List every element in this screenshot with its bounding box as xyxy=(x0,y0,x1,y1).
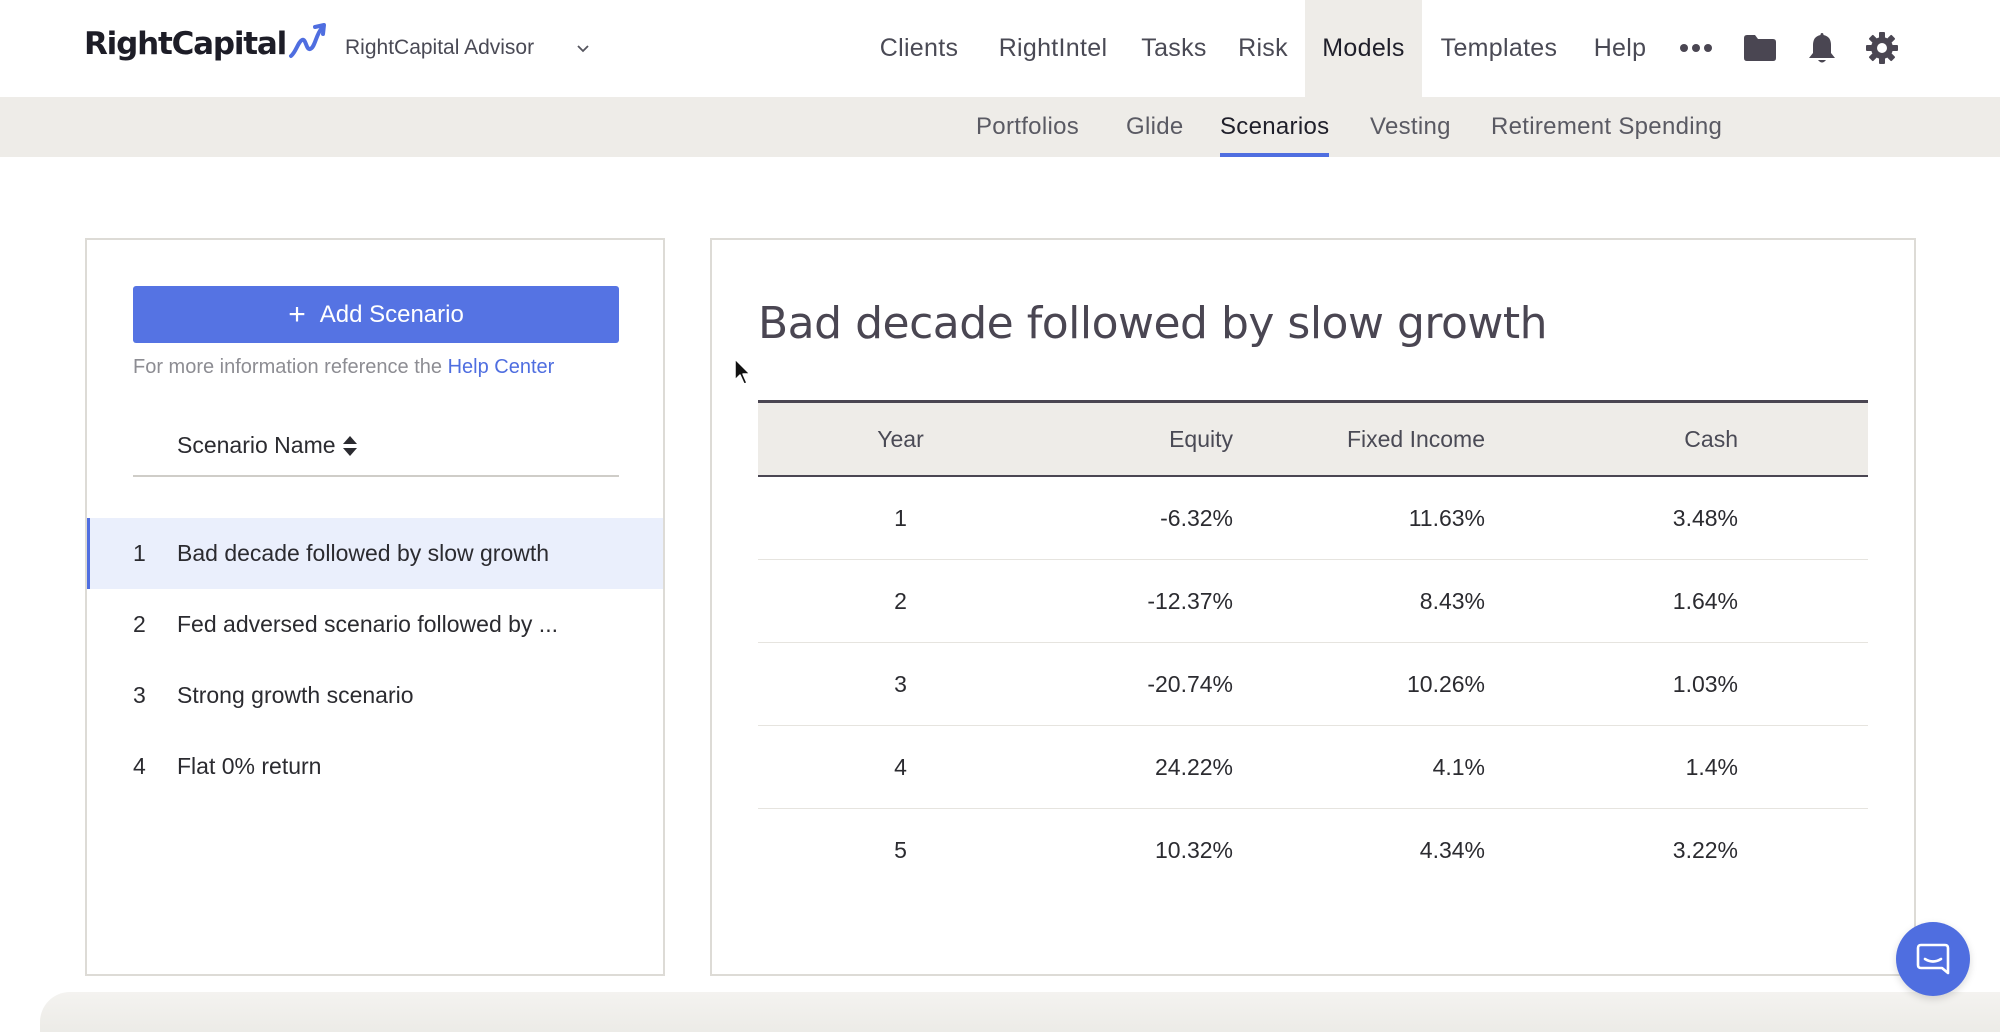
nav-rightintel[interactable]: RightIntel xyxy=(982,0,1124,97)
chat-launcher-button[interactable] xyxy=(1896,922,1970,996)
cell-fixed-income: 4.1% xyxy=(1432,754,1485,780)
column-header-label: Scenario Name xyxy=(177,432,336,458)
cell-equity: -6.32% xyxy=(1160,505,1233,531)
cell-cash: 3.48% xyxy=(1672,505,1738,531)
folder-icon[interactable] xyxy=(1742,30,1778,66)
subnav-label: Scenarios xyxy=(1220,113,1330,140)
scenario-number: 1 xyxy=(133,540,146,566)
cell-fixed-income: 8.43% xyxy=(1419,588,1485,614)
nav-tasks[interactable]: Tasks xyxy=(1132,0,1216,97)
scenario-name: Bad decade followed by slow growth xyxy=(177,540,550,566)
nav-label: Help xyxy=(1593,34,1647,62)
chevron-down-icon xyxy=(577,45,589,53)
subnav-portfolios[interactable]: Portfolios xyxy=(976,97,1079,157)
logo-text: RightCapital xyxy=(84,26,287,62)
nav-label: Templates xyxy=(1440,34,1558,62)
cell-fixed-income: 11.63% xyxy=(1408,505,1485,531)
account-switcher[interactable]: RightCapital Advisor xyxy=(345,36,589,60)
help-text-label: For more information reference the xyxy=(133,356,443,378)
scenario-name: Fed adversed scenario followed by ... xyxy=(177,611,558,637)
subnav-vesting[interactable]: Vesting xyxy=(1370,97,1451,157)
cell-equity: 10.32% xyxy=(1154,837,1233,863)
add-scenario-button[interactable]: + Add Scenario xyxy=(133,286,619,343)
gear-icon[interactable] xyxy=(1864,30,1900,66)
scenario-name-sort[interactable]: Scenario Name xyxy=(177,432,358,459)
subnav-label: Retirement Spending xyxy=(1491,113,1723,140)
scenario-row[interactable]: 3 Strong growth scenario xyxy=(87,660,663,731)
scenario-name-column-header: Scenario Name xyxy=(133,428,619,477)
cell-fixed-income: 10.26% xyxy=(1406,671,1485,697)
subnav-glide[interactable]: Glide xyxy=(1126,97,1184,157)
nav-clients[interactable]: Clients xyxy=(866,0,972,97)
header-fixed-income: Fixed Income xyxy=(1346,425,1485,452)
nav-templates[interactable]: Templates xyxy=(1428,0,1570,97)
cell-equity: -12.37% xyxy=(1147,588,1233,614)
bell-icon[interactable] xyxy=(1804,30,1840,66)
scenario-row[interactable]: 2 Fed adversed scenario followed by ... xyxy=(87,589,663,660)
subnav-label: Portfolios xyxy=(976,113,1080,140)
cell-fixed-income: 4.34% xyxy=(1419,837,1485,863)
help-text: For more information reference the Help … xyxy=(133,356,554,379)
add-scenario-label: Add Scenario xyxy=(319,300,464,328)
scenario-number: 4 xyxy=(133,753,146,779)
scenario-row[interactable]: 4 Flat 0% return xyxy=(87,731,663,802)
scenario-number: 3 xyxy=(133,682,146,708)
table-scroll-clip xyxy=(758,872,1868,974)
header-cash: Cash xyxy=(1684,425,1738,452)
table-header: Year Equity Fixed Income Cash xyxy=(758,400,1868,477)
header-equity: Equity xyxy=(1169,425,1233,452)
scenario-list-panel: + Add Scenario For more information refe… xyxy=(85,238,665,976)
cell-year: 3 xyxy=(894,671,907,697)
plus-icon: + xyxy=(288,297,306,331)
logo-arrow-icon xyxy=(289,23,327,58)
cell-equity: -20.74% xyxy=(1147,671,1233,697)
nav-label: Clients xyxy=(879,34,959,62)
help-center-link[interactable]: Help Center xyxy=(447,356,555,378)
scenario-number: 2 xyxy=(133,611,146,637)
scenario-detail-panel: Bad decade followed by slow growth Year … xyxy=(710,238,1916,976)
cell-equity: 24.22% xyxy=(1154,754,1233,780)
nav-help[interactable]: Help xyxy=(1584,0,1656,97)
scenario-name: Flat 0% return xyxy=(177,753,322,779)
sub-navigation: Portfolios Glide Scenarios Vesting Retir… xyxy=(0,97,2000,157)
subnav-label: Vesting xyxy=(1370,113,1451,140)
nav-label: Models xyxy=(1322,34,1405,62)
scenario-title: Bad decade followed by slow growth xyxy=(758,298,1548,349)
table-row: 2 -12.37% 8.43% 1.64% xyxy=(758,560,1868,643)
nav-risk[interactable]: Risk xyxy=(1226,0,1300,97)
cell-cash: 1.03% xyxy=(1672,671,1738,697)
bottom-shadow xyxy=(40,992,2000,1032)
cell-year: 2 xyxy=(894,588,907,614)
nav-label: Tasks xyxy=(1141,34,1207,62)
subnav-label: Glide xyxy=(1126,113,1184,140)
subnav-scenarios[interactable]: Scenarios xyxy=(1220,97,1330,157)
subnav-retirement-spending[interactable]: Retirement Spending xyxy=(1491,97,1722,157)
mouse-cursor-icon xyxy=(734,358,751,385)
scenario-name: Strong growth scenario xyxy=(177,682,414,708)
cell-year: 1 xyxy=(894,505,907,531)
cell-year: 5 xyxy=(894,837,907,863)
more-icon[interactable] xyxy=(1678,30,1714,66)
cell-cash: 1.4% xyxy=(1685,754,1738,780)
table-row: 3 -20.74% 10.26% 1.03% xyxy=(758,643,1868,726)
cell-cash: 1.64% xyxy=(1672,588,1738,614)
nav-label: Risk xyxy=(1238,34,1288,62)
table-row: 4 24.22% 4.1% 1.4% xyxy=(758,726,1868,809)
nav-label: RightIntel xyxy=(998,34,1108,62)
returns-table: Year Equity Fixed Income Cash 1 -6.32% 1… xyxy=(758,400,1868,892)
account-name: RightCapital Advisor xyxy=(345,36,535,59)
cell-cash: 3.22% xyxy=(1672,837,1738,863)
cell-year: 4 xyxy=(894,754,907,780)
sort-icon xyxy=(342,435,357,456)
top-navigation: RightCapital RightCapital Advisor Client… xyxy=(0,0,2000,97)
chat-icon xyxy=(1916,943,1950,975)
rightcapital-logo[interactable]: RightCapital xyxy=(84,22,328,66)
header-year: Year xyxy=(877,425,924,452)
scenario-row[interactable]: 1 Bad decade followed by slow growth xyxy=(87,518,663,589)
table-row: 1 -6.32% 11.63% 3.48% xyxy=(758,477,1868,560)
nav-models[interactable]: Models xyxy=(1305,0,1422,97)
